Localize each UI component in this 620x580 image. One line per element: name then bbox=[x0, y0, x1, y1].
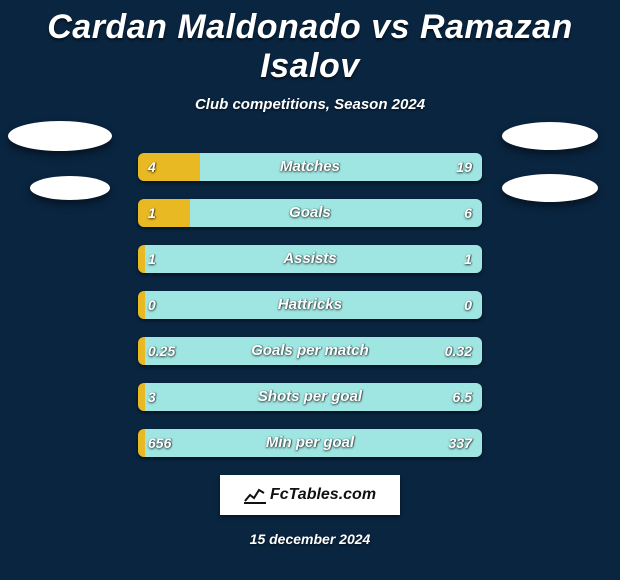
stat-label: Assists bbox=[138, 245, 482, 273]
stat-value-right: 337 bbox=[449, 429, 472, 457]
stat-label: Goals per match bbox=[138, 337, 482, 365]
stat-row: 656Min per goal337 bbox=[138, 429, 482, 457]
stat-row: 1Goals6 bbox=[138, 199, 482, 227]
stat-label: Goals bbox=[138, 199, 482, 227]
logo: FcTables.com bbox=[244, 486, 376, 504]
logo-text: FcTables.com bbox=[270, 486, 376, 504]
stat-label: Hattricks bbox=[138, 291, 482, 319]
stat-value-right: 19 bbox=[456, 153, 472, 181]
player-left-badge-bottom bbox=[30, 176, 110, 200]
stat-row: 3Shots per goal6.5 bbox=[138, 383, 482, 411]
stat-label: Shots per goal bbox=[138, 383, 482, 411]
stat-label: Matches bbox=[138, 153, 482, 181]
logo-icon bbox=[244, 486, 266, 504]
player-left-badge-top bbox=[8, 121, 112, 151]
page-title: Cardan Maldonado vs Ramazan Isalov bbox=[0, 0, 620, 86]
player-right-badge-bottom bbox=[502, 174, 598, 202]
stat-value-right: 0 bbox=[464, 291, 472, 319]
stat-row: 0Hattricks0 bbox=[138, 291, 482, 319]
stat-row: 0.25Goals per match0.32 bbox=[138, 337, 482, 365]
date-line: 15 december 2024 bbox=[0, 531, 620, 547]
stat-row: 4Matches19 bbox=[138, 153, 482, 181]
stat-value-right: 6.5 bbox=[453, 383, 472, 411]
stat-label: Min per goal bbox=[138, 429, 482, 457]
logo-box: FcTables.com bbox=[220, 475, 400, 515]
stat-value-right: 0.32 bbox=[445, 337, 472, 365]
stat-value-right: 1 bbox=[464, 245, 472, 273]
page-subtitle: Club competitions, Season 2024 bbox=[0, 96, 620, 113]
stats-bars: 4Matches191Goals61Assists10Hattricks00.2… bbox=[138, 153, 482, 457]
stat-value-right: 6 bbox=[464, 199, 472, 227]
stat-row: 1Assists1 bbox=[138, 245, 482, 273]
player-right-badge-top bbox=[502, 122, 598, 150]
